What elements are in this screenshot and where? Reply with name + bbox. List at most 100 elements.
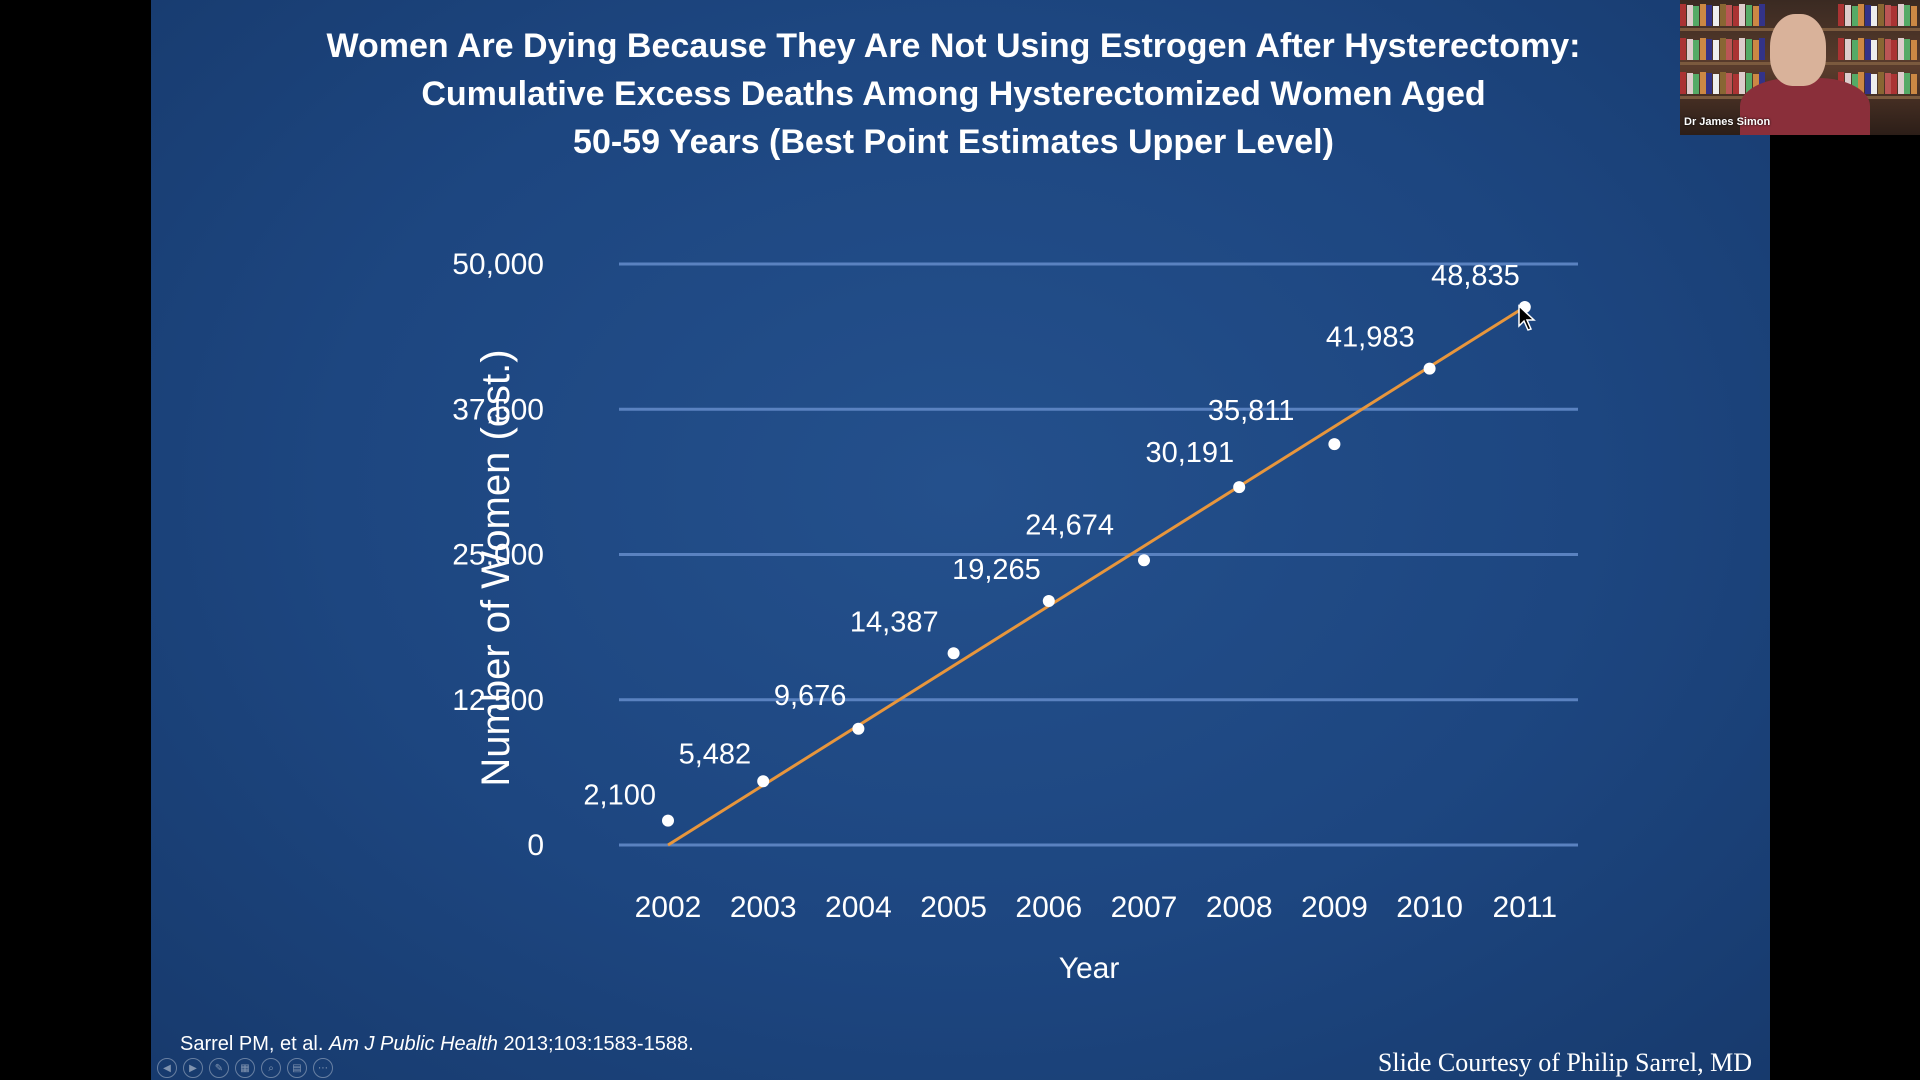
zoom-icon[interactable]: ⌕ bbox=[261, 1058, 281, 1078]
book bbox=[1871, 74, 1878, 94]
book bbox=[1719, 4, 1726, 26]
book bbox=[1699, 4, 1706, 26]
slide-courtesy: Slide Courtesy of Philip Sarrel, MD bbox=[1377, 1048, 1752, 1077]
book bbox=[1838, 4, 1845, 26]
book bbox=[1858, 4, 1865, 26]
data-label: 35,811 bbox=[1208, 395, 1295, 427]
book bbox=[1871, 6, 1878, 26]
book bbox=[1686, 73, 1693, 94]
x-axis-title: Year bbox=[1059, 952, 1120, 985]
book bbox=[1726, 5, 1733, 26]
slide-title: Women Are Dying Because They Are Not Usi… bbox=[151, 22, 1756, 166]
book bbox=[1752, 40, 1759, 60]
book bbox=[1878, 72, 1884, 94]
book bbox=[1706, 39, 1713, 60]
book bbox=[1904, 39, 1911, 60]
line-chart: 0 12,500 25,000 37,500 50,000 2002 2003 2004 200… bbox=[452, 248, 1578, 985]
citation: Sarrel PM, et al. Am J Public Health 201… bbox=[180, 1033, 694, 1056]
book bbox=[1759, 4, 1766, 26]
book bbox=[1911, 6, 1917, 26]
book bbox=[1858, 72, 1865, 94]
data-point bbox=[1423, 362, 1436, 375]
book bbox=[1884, 73, 1891, 94]
book bbox=[1851, 40, 1858, 60]
book bbox=[1732, 6, 1739, 26]
x-tick-label: 2008 bbox=[1206, 891, 1273, 924]
x-tick-label: 2010 bbox=[1396, 891, 1463, 924]
data-point bbox=[1233, 481, 1246, 494]
pen-icon[interactable]: ✎ bbox=[209, 1058, 229, 1078]
x-tick-label: 2002 bbox=[635, 891, 702, 924]
book bbox=[1897, 72, 1904, 94]
book bbox=[1904, 73, 1911, 94]
book bbox=[1680, 38, 1686, 60]
book bbox=[1911, 40, 1917, 60]
book bbox=[1713, 6, 1719, 26]
y-tick-label: 12,500 bbox=[452, 684, 544, 717]
book bbox=[1864, 73, 1871, 94]
book bbox=[1851, 74, 1858, 94]
book bbox=[1904, 5, 1911, 26]
x-tick-label: 2004 bbox=[825, 891, 892, 924]
x-tick-label: 2006 bbox=[1015, 891, 1082, 924]
participant-video-tile[interactable]: Dr James Simon bbox=[1680, 0, 1920, 135]
slides-grid-icon[interactable]: ▦ bbox=[235, 1058, 255, 1078]
more-options-icon[interactable]: ⋯ bbox=[313, 1058, 333, 1078]
data-label: 48,835 bbox=[1431, 260, 1520, 292]
presentation-controls: ◀ ▶ ✎ ▦ ⌕ ▤ ⋯ bbox=[157, 1058, 333, 1078]
book bbox=[1706, 5, 1713, 26]
y-tick-label: 25,000 bbox=[452, 539, 544, 572]
book bbox=[1884, 39, 1891, 60]
book bbox=[1719, 72, 1726, 94]
book bbox=[1680, 72, 1686, 94]
previous-slide-icon[interactable]: ◀ bbox=[157, 1058, 177, 1078]
data-point bbox=[1042, 594, 1055, 607]
book bbox=[1878, 38, 1884, 60]
book bbox=[1746, 5, 1752, 26]
book bbox=[1897, 4, 1904, 26]
book bbox=[1759, 38, 1766, 60]
x-tick-label: 2007 bbox=[1111, 891, 1178, 924]
data-label: 2,100 bbox=[583, 780, 656, 812]
trend-line bbox=[667, 305, 1526, 847]
book bbox=[1739, 38, 1746, 60]
book bbox=[1851, 6, 1858, 26]
title-line-3: 50-59 Years (Best Point Estimates Upper … bbox=[573, 123, 1334, 161]
x-tick-label: 2005 bbox=[920, 891, 987, 924]
book bbox=[1693, 74, 1700, 94]
data-label: 30,191 bbox=[1145, 437, 1234, 469]
book bbox=[1878, 4, 1884, 26]
book bbox=[1752, 74, 1759, 94]
subtitles-icon[interactable]: ▤ bbox=[287, 1058, 307, 1078]
book bbox=[1732, 74, 1739, 94]
book bbox=[1699, 38, 1706, 60]
book bbox=[1726, 73, 1733, 94]
book bbox=[1911, 74, 1917, 94]
book bbox=[1706, 73, 1713, 94]
book bbox=[1891, 74, 1898, 94]
book bbox=[1845, 39, 1851, 60]
participant-head bbox=[1770, 14, 1826, 86]
data-point bbox=[852, 722, 865, 735]
data-point bbox=[757, 775, 770, 788]
book bbox=[1719, 38, 1726, 60]
participant-name: Dr James Simon bbox=[1684, 116, 1771, 128]
book bbox=[1884, 5, 1891, 26]
book bbox=[1680, 4, 1686, 26]
book bbox=[1732, 40, 1739, 60]
citation-journal: Am J Public Health bbox=[328, 1033, 498, 1055]
book bbox=[1864, 39, 1871, 60]
book bbox=[1891, 6, 1898, 26]
data-point bbox=[1138, 554, 1150, 567]
mouse-cursor-icon bbox=[1518, 304, 1536, 331]
book bbox=[1897, 38, 1904, 60]
data-label: 9,676 bbox=[774, 680, 847, 712]
data-label: 14,387 bbox=[850, 606, 939, 638]
x-tick-label: 2011 bbox=[1493, 891, 1558, 924]
book bbox=[1693, 6, 1700, 26]
next-slide-icon[interactable]: ▶ bbox=[183, 1058, 203, 1078]
book bbox=[1752, 6, 1759, 26]
x-tick-label: 2003 bbox=[730, 891, 797, 924]
data-point bbox=[1328, 438, 1341, 451]
book bbox=[1713, 40, 1719, 60]
